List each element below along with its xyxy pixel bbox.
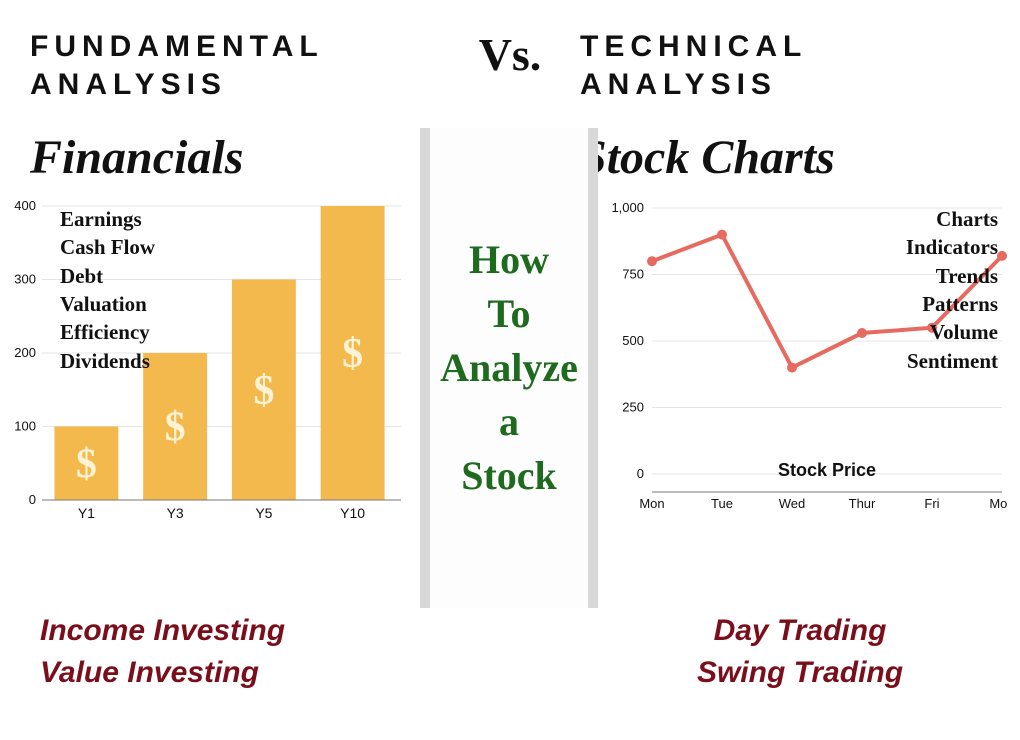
svg-text:Y5: Y5 (255, 505, 272, 521)
center-word-0: How (469, 235, 549, 285)
svg-text:Thur: Thur (849, 496, 876, 511)
svg-text:0: 0 (637, 466, 644, 481)
fundamentals-item-3: Valuation (60, 290, 155, 318)
svg-text:400: 400 (14, 200, 36, 213)
technicals-bullets: ChartsIndicatorsTrendsPatternsVolumeSent… (906, 205, 998, 375)
header-right-line2: ANALYSIS (580, 68, 777, 101)
subtitle-stockcharts: Stock Charts (580, 130, 835, 185)
price-point-1 (717, 230, 727, 240)
svg-text:Tue: Tue (711, 496, 733, 511)
svg-text:Y10: Y10 (340, 505, 365, 521)
svg-text:$: $ (342, 331, 363, 377)
center-word-2: Analyze (440, 343, 578, 393)
svg-text:$: $ (76, 441, 97, 487)
infographic-root: FUNDAMENTAL ANALYSIS Vs. TECHNICAL ANALY… (0, 0, 1020, 740)
bottom-left-line1: Income Investing (40, 614, 285, 647)
technicals-item-3: Patterns (906, 290, 998, 318)
svg-text:Wed: Wed (779, 496, 806, 511)
header-right: TECHNICAL ANALYSIS (580, 28, 807, 103)
technicals-item-2: Trends (906, 262, 998, 290)
svg-text:Mon: Mon (639, 496, 664, 511)
fundamentals-item-0: Earnings (60, 205, 155, 233)
svg-text:Y3: Y3 (167, 505, 184, 521)
svg-text:Fri: Fri (924, 496, 939, 511)
fundamentals-item-2: Debt (60, 262, 155, 290)
svg-text:250: 250 (622, 400, 644, 415)
header-right-line1: TECHNICAL (580, 30, 807, 63)
technicals-item-4: Volume (906, 318, 998, 346)
bottom-right-line1: Day Trading (714, 614, 887, 647)
technicals-item-5: Sentiment (906, 347, 998, 375)
svg-text:$: $ (165, 405, 186, 451)
svg-text:$: $ (253, 368, 274, 414)
center-column: HowToAnalyzeaStock (420, 128, 598, 608)
price-point-0 (647, 256, 657, 266)
fundamentals-item-5: Dividends (60, 347, 155, 375)
header-vs: Vs. (0, 28, 1020, 81)
price-point-3 (857, 328, 867, 338)
bottom-right-labels: Day Trading Swing Trading (640, 610, 960, 694)
price-point-2 (787, 363, 797, 373)
center-word-4: Stock (461, 451, 557, 501)
svg-text:0: 0 (29, 492, 36, 507)
bottom-right-line2: Swing Trading (697, 656, 903, 689)
svg-text:1,000: 1,000 (611, 200, 644, 215)
price-point-5 (997, 251, 1007, 261)
bottom-left-labels: Income Investing Value Investing (40, 610, 285, 694)
svg-text:Y1: Y1 (78, 505, 95, 521)
fundamentals-bullets: EarningsCash FlowDebtValuationEfficiency… (60, 205, 155, 375)
fundamentals-item-4: Efficiency (60, 318, 155, 346)
technicals-item-0: Charts (906, 205, 998, 233)
bottom-left-line2: Value Investing (40, 656, 259, 689)
svg-text:200: 200 (14, 345, 36, 360)
svg-text:Mon: Mon (989, 496, 1008, 511)
center-word-1: To (487, 289, 530, 339)
technicals-item-1: Indicators (906, 233, 998, 261)
svg-text:100: 100 (14, 419, 36, 434)
subtitle-financials: Financials (30, 130, 243, 185)
svg-text:300: 300 (14, 272, 36, 287)
fundamentals-item-1: Cash Flow (60, 233, 155, 261)
svg-text:750: 750 (622, 267, 644, 282)
svg-text:Stock Price: Stock Price (778, 460, 876, 480)
center-word-3: a (499, 397, 519, 447)
svg-text:500: 500 (622, 333, 644, 348)
